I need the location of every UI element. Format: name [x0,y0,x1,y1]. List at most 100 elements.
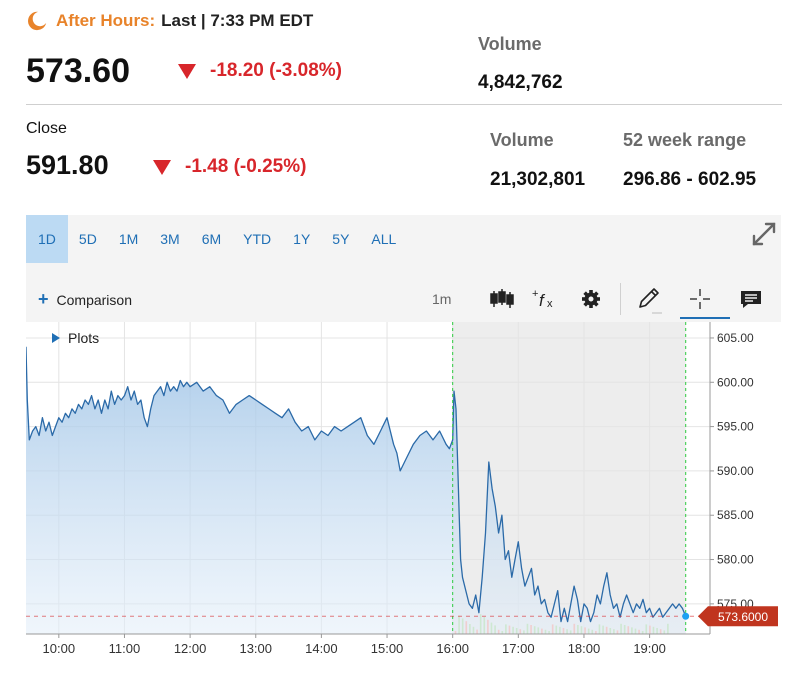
volume-bar [555,625,558,634]
volume-bar [667,623,669,634]
volume-bar [605,626,608,634]
volume-bar [645,624,648,634]
gear-icon[interactable] [578,283,604,315]
volume-bar [609,628,612,634]
pencil-icon[interactable] [634,283,662,315]
close-price: 591.80 [26,150,109,180]
down-arrow-icon [178,63,196,79]
volume-bar [537,627,540,634]
after-hours-label: After Hours: [56,11,156,30]
volume-bar [580,626,583,634]
volume-bar [544,629,547,634]
x-tick-label: 17:00 [502,641,535,656]
volume-bar [659,629,662,634]
x-tick-label: 18:00 [568,641,601,656]
volume-bar [649,625,651,634]
volume-bar [551,624,554,634]
volume-bar [577,625,579,634]
plots-toggle[interactable]: Plots [52,330,99,346]
price-chart[interactable]: Plots 605.00 600.00 595.00 590.00 585.00 580.… [25,322,781,667]
last-change: -18.20 (-3.08%) [178,60,342,82]
divider [26,104,782,105]
volume-bar [584,627,586,634]
expand-icon[interactable] [749,219,779,249]
interval-selector[interactable]: 1m [432,291,452,307]
x-tick-label: 10:00 [43,641,76,656]
y-tick-label: 585.00 [717,508,754,522]
volume-bar [530,625,532,634]
volume-bar [519,629,522,634]
range-tab-ytd[interactable]: YTD [243,231,272,247]
last-price: 573.60 [26,52,130,90]
volume-bar [595,631,597,634]
x-tick-label: 12:00 [174,641,207,656]
volume-bar [454,631,457,634]
range-tab-1m[interactable]: 1M [118,231,139,247]
volume-bar [494,625,496,634]
range-tab-3m[interactable]: 3M [160,231,180,247]
volume-bar [461,618,464,634]
range-value: 296.86 - 602.95 [623,169,757,190]
volume-bar [663,630,666,634]
down-arrow-icon [153,159,171,175]
function-icon[interactable]: + f x [530,283,560,315]
volume-bar [559,626,561,634]
x-tick-label: 13:00 [239,641,272,656]
last-price-badge-label: 573.6000 [718,610,768,624]
candlestick-icon[interactable] [488,283,516,315]
volume-bar [483,617,486,634]
volume-bar [627,626,630,634]
crosshair-icon[interactable] [688,283,712,315]
chart-panel: 1D 5D 1M 3M 6M YTD 1Y 5Y ALL + Compariso… [25,215,781,667]
x-tick-label: 19:00 [633,641,666,656]
volume-bar [469,624,471,634]
range-tab-5d[interactable]: 5D [78,231,97,247]
range-tab-6m[interactable]: 6M [201,231,222,247]
comment-icon[interactable] [738,283,764,315]
range-tab-5y[interactable]: 5Y [332,231,350,247]
last-change-value: -18.20 (-3.08%) [210,60,343,81]
range-tab-all[interactable]: ALL [371,231,397,247]
volume-bar [573,623,576,634]
x-tick-label: 11:00 [109,641,141,656]
svg-text:+: + [532,288,538,300]
range-tab-1y[interactable]: 1Y [293,231,311,247]
last-price-dot [682,612,690,620]
close-change-value: -1.48 (-0.25%) [185,156,307,177]
comparison-label: Comparison [56,291,132,308]
volume-label: Volume [490,130,554,150]
y-tick-label: 600.00 [717,375,754,389]
comparison-button[interactable]: + Comparison [38,289,132,310]
ah-volume-label: Volume [478,34,542,54]
volume-bar [591,629,594,634]
volume-bar [623,625,626,634]
volume-bar [652,626,655,634]
moon-icon [28,11,47,31]
last-price-badge [698,606,778,627]
svg-text:x: x [547,298,553,310]
x-tick-label: 15:00 [371,641,404,656]
volume-bar [497,629,500,634]
plus-icon: + [38,289,49,309]
chart-toolbar: + Comparison 1m + f x [26,279,781,319]
volume-bar [490,622,493,634]
volume-bar [634,628,637,634]
volume-bar [616,630,619,634]
range-tab-1d[interactable]: 1D [26,215,68,263]
svg-text:f: f [539,291,546,310]
volume-bar [620,623,622,634]
volume-bar [641,631,644,634]
volume-value: 21,302,801 [490,169,586,190]
volume-bar [566,629,568,634]
after-hours-row: After Hours: Last | 7:33 PM EDT [26,10,313,32]
x-tick-label: 16:00 [436,641,469,656]
volume-bar [515,628,518,634]
price-chart-svg: 605.00600.00595.00590.00585.00580.00575.… [25,322,778,656]
y-tick-label: 605.00 [717,331,754,345]
range-tabs: 1D 5D 1M 3M 6M YTD 1Y 5Y ALL [26,215,407,263]
volume-bar [479,614,482,634]
volume-bar [569,630,572,634]
crosshair-active-indicator [680,317,730,319]
toolbar-divider [620,283,621,315]
volume-bar [587,628,590,634]
